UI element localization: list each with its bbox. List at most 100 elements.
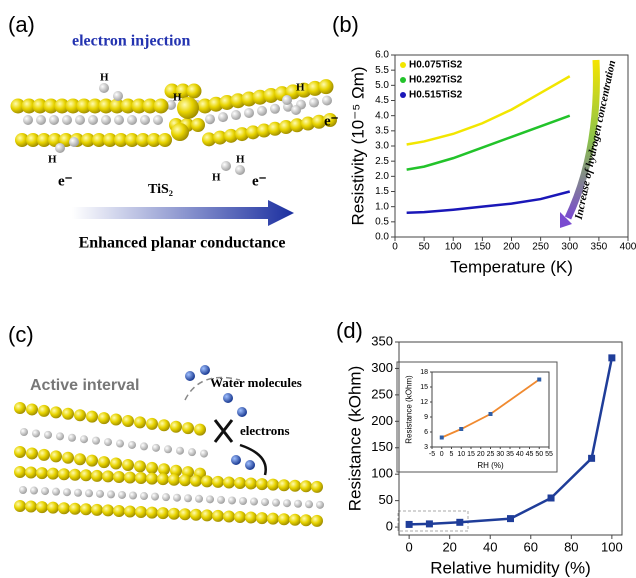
- atom: [140, 492, 148, 500]
- y-tick-label: 150: [371, 439, 393, 454]
- y-tick-label: 3.5: [375, 125, 389, 136]
- atom: [179, 508, 191, 520]
- atom: [223, 393, 233, 403]
- atom: [234, 511, 246, 523]
- electron-label: e⁻: [58, 173, 73, 189]
- x-tick-label: 300: [561, 242, 578, 253]
- x-tick-label: 35: [506, 451, 514, 458]
- atom: [80, 435, 88, 443]
- atom: [239, 497, 247, 505]
- atom: [305, 500, 313, 508]
- atom: [85, 489, 93, 497]
- injection-label: electron injection: [72, 33, 190, 50]
- atom: [245, 478, 257, 490]
- atom: [36, 115, 46, 125]
- x-tick-label: 0: [392, 242, 398, 253]
- atom: [62, 452, 74, 464]
- atom: [14, 402, 26, 414]
- atom: [188, 448, 196, 456]
- atom: [173, 494, 181, 502]
- data-point: [548, 494, 555, 501]
- atom: [195, 495, 203, 503]
- data-point: [608, 354, 615, 361]
- atom: [234, 477, 246, 489]
- atom: [58, 468, 70, 480]
- y-tick-label: 1.5: [375, 186, 389, 197]
- atom: [41, 487, 49, 495]
- data-point: [406, 521, 413, 528]
- atom: [50, 450, 62, 462]
- atom: [244, 108, 254, 118]
- series-line: [407, 116, 570, 170]
- atom: [68, 434, 76, 442]
- electron-label: e⁻: [324, 113, 339, 129]
- atom: [80, 469, 92, 481]
- atom: [98, 456, 110, 468]
- y-tick-label: 6: [424, 429, 428, 436]
- legend-label: H0.515TiS2: [409, 90, 463, 101]
- panel-label: (b): [332, 12, 359, 37]
- h-label: H: [212, 172, 221, 184]
- y-tick-label: 3.0: [375, 141, 389, 152]
- atom: [223, 510, 235, 522]
- atom: [47, 468, 59, 480]
- x-tick-label: 60: [524, 539, 538, 554]
- page: {"panel_labels": ["(a)", "(b)", "(c)", "…: [0, 0, 636, 578]
- atom: [74, 409, 86, 421]
- atom: [38, 449, 50, 461]
- y-tick-label: 12: [420, 399, 428, 406]
- atom: [162, 493, 170, 501]
- atom: [74, 489, 82, 497]
- panel-label: (a): [8, 12, 35, 37]
- atom: [316, 501, 324, 509]
- figure: (a) (b) (c) (d) electron injection H H H…: [0, 0, 636, 578]
- atom: [212, 510, 224, 522]
- atom: [257, 106, 267, 116]
- atom: [194, 424, 206, 436]
- atom: [36, 467, 48, 479]
- atom: [23, 115, 33, 125]
- atom: [75, 115, 85, 125]
- x-axis-label: Relative humidity (%): [430, 558, 591, 577]
- y-axis-label: Resistance (kOhm): [345, 366, 364, 511]
- atom: [134, 416, 146, 428]
- x-tick-label: 0: [406, 539, 413, 554]
- atom: [26, 447, 38, 459]
- y-tick-label: 0: [386, 519, 393, 534]
- x-tick-label: 50: [535, 451, 543, 458]
- x-tick-label: 40: [483, 539, 497, 554]
- atom: [283, 499, 291, 507]
- atom: [212, 476, 224, 488]
- y-tick-label: 6.0: [375, 50, 389, 61]
- caption: Enhanced planar conductance: [79, 235, 286, 252]
- h-label: H: [173, 92, 182, 104]
- y-tick-label: 250: [371, 386, 393, 401]
- y-tick-label: 0.0: [375, 232, 389, 243]
- atom: [168, 508, 180, 520]
- atom: [107, 490, 115, 498]
- atom: [14, 446, 26, 458]
- y-tick-label: 1.0: [375, 201, 389, 212]
- atom: [158, 419, 170, 431]
- panel-label: (c): [8, 322, 34, 347]
- electron-label: e⁻: [252, 173, 267, 189]
- atom: [190, 475, 202, 487]
- atom: [113, 471, 125, 483]
- data-point: [537, 378, 541, 382]
- h-label: H: [236, 154, 245, 166]
- atom: [91, 470, 103, 482]
- atom: [158, 133, 172, 147]
- atom: [291, 105, 301, 115]
- atom: [201, 509, 213, 521]
- y-tick-label: 18: [420, 369, 428, 376]
- atom: [52, 488, 60, 496]
- atom: [102, 504, 114, 516]
- atom: [267, 513, 279, 525]
- atom: [25, 501, 37, 513]
- x-axis-label: Temperature (K): [450, 257, 573, 276]
- atom: [88, 115, 98, 125]
- atom: [185, 371, 195, 381]
- atom: [322, 95, 332, 105]
- atom: [250, 498, 258, 506]
- atom: [228, 496, 236, 504]
